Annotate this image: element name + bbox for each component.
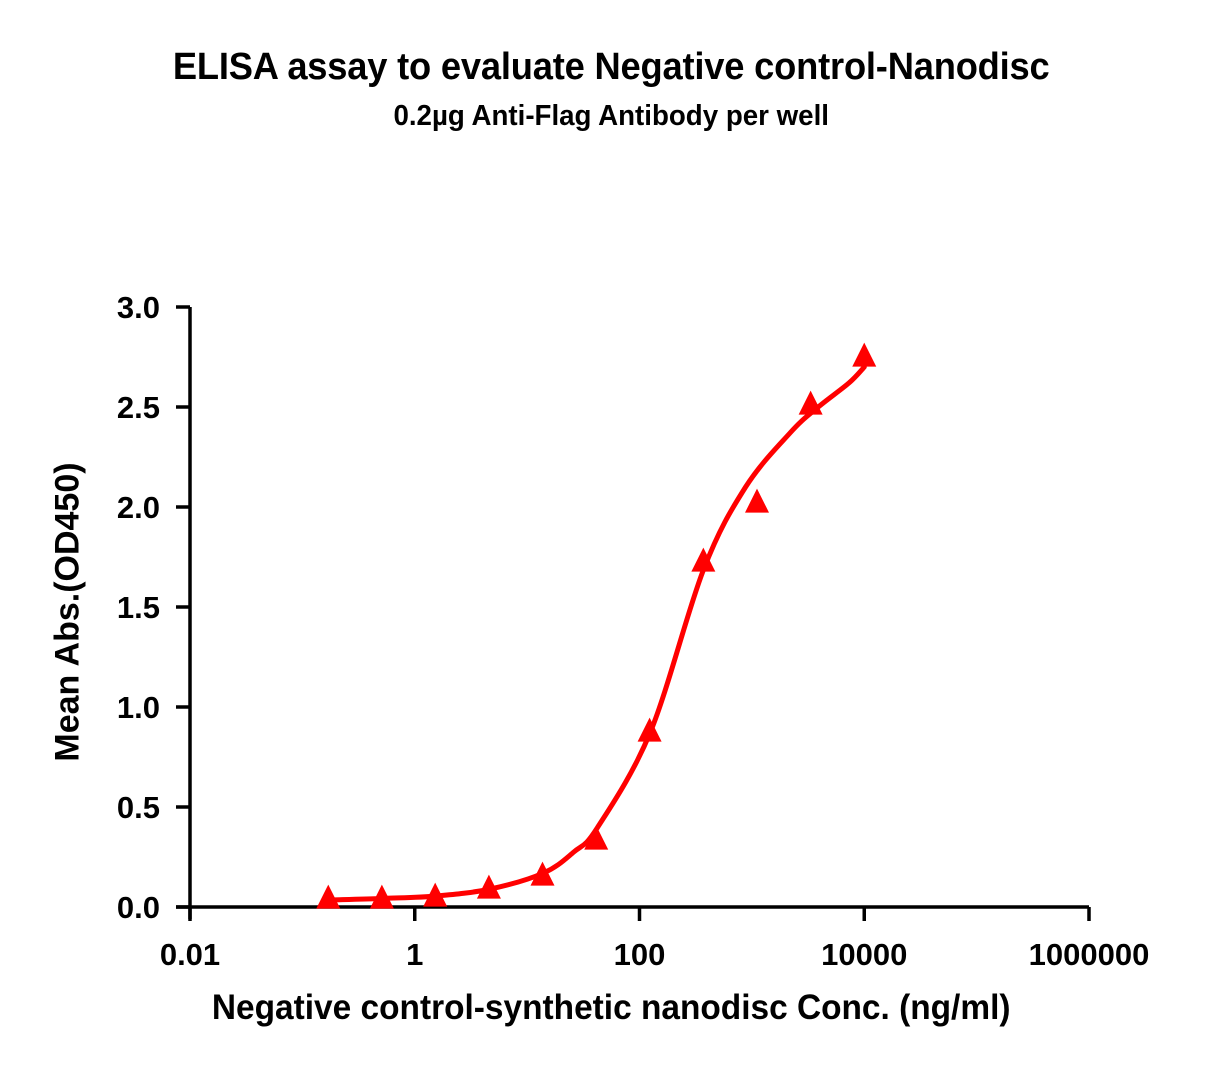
triangle-marker-icon [316,884,341,909]
fit-curve [324,364,867,903]
y-tick-label: 1.0 [117,690,160,725]
y-tick-label: 3.0 [117,290,160,325]
triangle-marker-icon [584,825,609,850]
x-tick-label: 10000 [821,937,907,972]
chart-subtitle: 0.2µg Anti-Flag Antibody per well [393,100,829,132]
triangle-marker-icon [476,874,501,899]
triangle-marker-icon [691,547,716,572]
triangle-marker-icon [530,861,555,886]
data-markers [316,342,877,909]
y-tick-label: 0.5 [117,790,160,825]
chart-title: ELISA assay to evaluate Negative control… [172,46,1050,88]
y-tick-label: 0.0 [117,890,160,925]
triangle-marker-icon [745,488,770,513]
x-tick-label: 1000000 [1029,937,1150,972]
y-tick-label: 2.5 [117,390,160,425]
triangle-marker-icon [423,882,448,907]
triangle-marker-icon [798,390,823,415]
y-tick-label: 1.5 [117,590,160,625]
triangle-marker-icon [852,342,877,367]
x-axis-label: Negative control-synthetic nanodisc Conc… [211,988,1011,1027]
axes: 0.0 0.5 1.0 1.5 2.0 2.5 3.0 0.01 1 100 10000 100000… [117,290,1149,972]
triangle-marker-icon [637,717,662,742]
y-tick-label: 2.0 [117,490,160,525]
x-tick-label: 100 [614,937,666,972]
triangle-marker-icon [369,884,394,909]
x-tick-label: 0.01 [160,937,220,972]
x-tick-label: 1 [406,937,423,972]
fit-curve-line [324,364,867,903]
